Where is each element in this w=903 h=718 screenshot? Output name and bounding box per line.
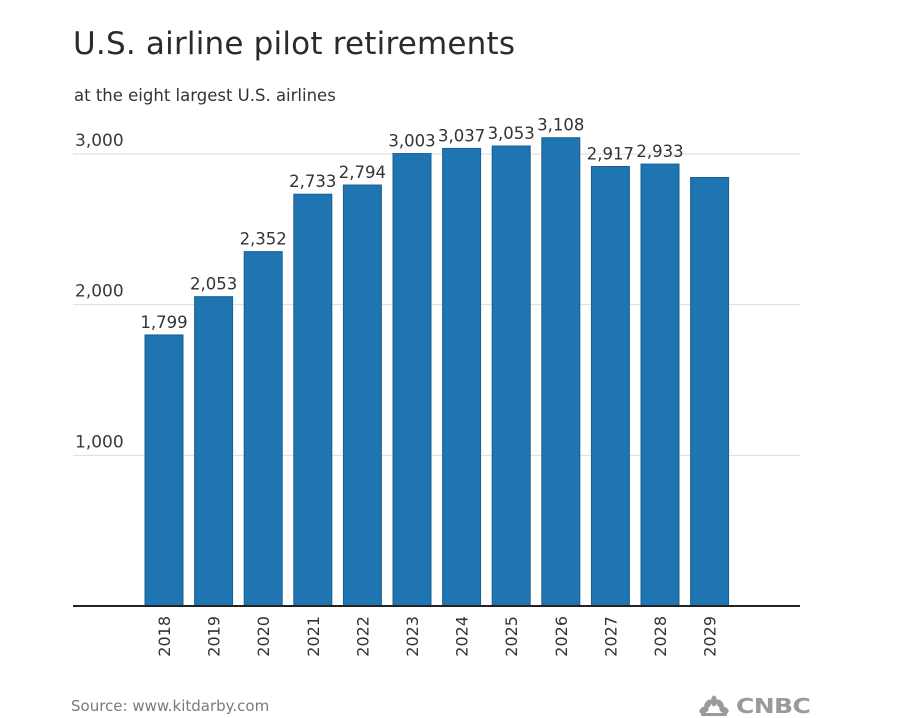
data-label: 2,733 <box>289 172 336 191</box>
bar-2028 <box>640 163 680 607</box>
y-tick-label: 3,000 <box>75 131 124 151</box>
y-axis-tick-labels: 1,000 2,000 3,000 <box>75 131 124 452</box>
data-label: 2,794 <box>339 163 386 182</box>
y-tick-label: 1,000 <box>75 432 124 452</box>
x-tick-label: 2025 <box>502 616 521 657</box>
x-tick-label: 2024 <box>453 616 472 657</box>
x-tick-label: 2020 <box>254 616 273 657</box>
x-tick-label: 2023 <box>403 616 422 657</box>
data-label: 2,917 <box>587 145 634 164</box>
x-tick-label: 2022 <box>353 616 372 657</box>
data-label: 3,003 <box>388 132 435 151</box>
x-tick-label: 2018 <box>155 616 174 657</box>
data-label: 3,037 <box>438 126 485 145</box>
x-tick-label: 2019 <box>205 616 224 657</box>
data-label: 1,799 <box>140 313 187 332</box>
source-note: Source: www.kitdarby.com <box>71 697 270 715</box>
bar-2020 <box>243 251 283 607</box>
data-label: 2,352 <box>240 230 287 249</box>
bar-2022 <box>342 184 382 607</box>
x-tick-label: 2026 <box>552 616 571 657</box>
bar-2018 <box>144 334 184 607</box>
bar-2024 <box>442 147 482 607</box>
x-axis-tick-labels: 2018 2019 2020 2021 2022 2023 2024 2025 2026 2027… <box>155 616 720 657</box>
chart-title: U.S. airline pilot retirements <box>73 26 516 62</box>
bars <box>144 137 730 607</box>
data-label: 2,933 <box>636 142 683 161</box>
x-tick-label: 2021 <box>304 616 323 657</box>
cnbc-logo-text: CNBC <box>736 694 811 718</box>
x-tick-label: 2029 <box>701 616 720 657</box>
bar-2019 <box>194 296 234 607</box>
bar-2023 <box>392 153 432 607</box>
bar-2027 <box>590 166 630 607</box>
data-label: 3,108 <box>537 116 584 135</box>
peacock-icon <box>699 695 729 716</box>
x-tick-label: 2027 <box>601 616 620 657</box>
bar-2029 <box>690 177 730 607</box>
data-label: 3,053 <box>488 124 535 143</box>
y-tick-label: 2,000 <box>75 282 124 302</box>
bar-2021 <box>293 193 333 607</box>
bar-2026 <box>541 137 581 607</box>
x-tick-label: 2028 <box>651 616 670 657</box>
chart-subtitle: at the eight largest U.S. airlines <box>74 86 336 105</box>
data-label: 2,053 <box>190 275 237 294</box>
cnbc-logo: CNBC <box>698 694 811 718</box>
bar-2025 <box>491 145 531 607</box>
